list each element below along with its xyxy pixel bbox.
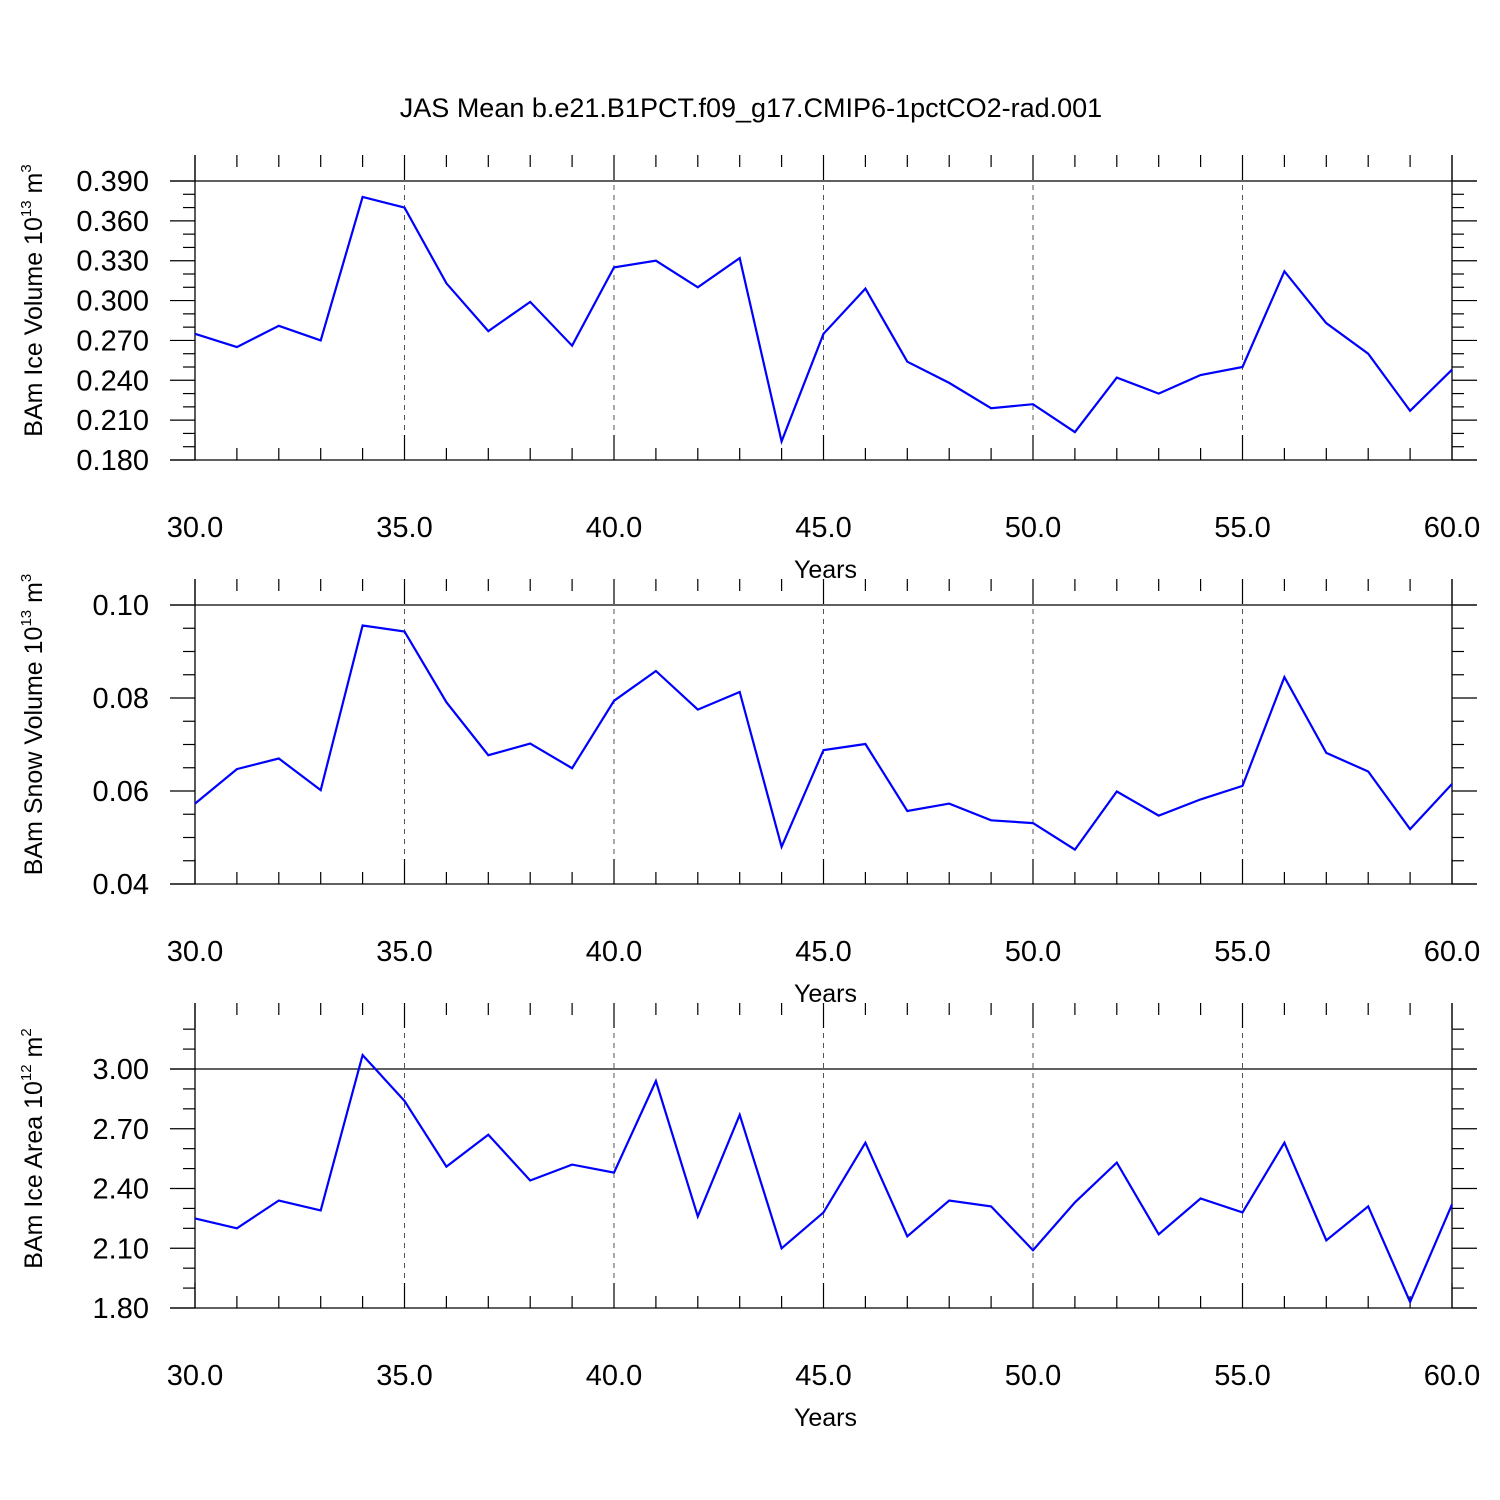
x-tick-label: 30.0	[167, 1360, 223, 1392]
x-tick-label: 60.0	[1424, 936, 1480, 968]
x-tick-label: 60.0	[1424, 1360, 1480, 1392]
x-tick-label: 40.0	[586, 1360, 642, 1392]
x-tick-label: 50.0	[1005, 1360, 1061, 1392]
panels: 0.180 0.210 0.240 0.270 0.300 0.330 0.360 0.390…	[18, 155, 1480, 1432]
y-tick-label: 0.360	[76, 206, 149, 238]
panel-1: 0.180 0.210 0.240 0.270 0.300 0.330 0.360 0.390…	[18, 155, 1480, 584]
y-tick-label: 0.06	[93, 776, 149, 808]
y-tick-label: 1.80	[93, 1293, 149, 1325]
x-tick-label: 40.0	[586, 936, 642, 968]
y-tick-label: 0.10	[93, 590, 149, 622]
y-tick-label: 0.240	[76, 365, 149, 397]
y-tick-label: 0.210	[76, 405, 149, 437]
series-line	[194, 624, 1453, 852]
y-tick-label: 3.00	[93, 1054, 149, 1086]
x-tick-label: 30.0	[167, 936, 223, 968]
x-tick-label: 35.0	[376, 936, 432, 968]
y-tick-label: 0.300	[76, 286, 149, 318]
y-axis-label: BAm Ice Area 1012 m2	[18, 1028, 48, 1268]
series-line	[194, 1052, 1454, 1305]
x-tick-label: 55.0	[1214, 512, 1270, 544]
chart-title: JAS Mean b.e21.B1PCT.f09_g17.CMIP6-1pctC…	[400, 93, 1102, 123]
y-tick-label: 0.180	[76, 445, 149, 477]
x-tick-label: 40.0	[586, 512, 642, 544]
y-tick-label: 2.70	[93, 1114, 149, 1146]
x-tick-label: 50.0	[1005, 936, 1061, 968]
y-tick-label: 0.390	[76, 166, 149, 198]
y-tick-label: 2.10	[93, 1233, 149, 1265]
y-axis-label: BAm Snow Volume 1013 m3	[18, 574, 48, 876]
x-tick-label: 45.0	[795, 1360, 851, 1392]
x-axis-label: Years	[794, 1404, 857, 1432]
panel-2: 0.04 0.06 0.08 0.10 30.0 35.0 40.0 45.0 50.0 55.0…	[18, 574, 1480, 1008]
x-tick-label: 45.0	[795, 936, 851, 968]
y-tick-label: 0.04	[93, 869, 149, 901]
y-tick-label: 0.270	[76, 325, 149, 357]
x-tick-label: 60.0	[1424, 512, 1480, 544]
y-tick-label: 2.40	[93, 1174, 149, 1206]
x-tick-label: 50.0	[1005, 512, 1061, 544]
x-axis-label: Years	[794, 556, 857, 584]
x-tick-label: 35.0	[376, 1360, 432, 1392]
panel-3: 1.80 2.10 2.40 2.70 3.00 30.0 35.0 40.0 45.0 50.0…	[18, 1003, 1480, 1432]
x-tick-label: 55.0	[1214, 1360, 1270, 1392]
y-tick-label: 0.330	[76, 246, 149, 278]
series-line	[194, 195, 1453, 446]
x-axis-label: Years	[794, 980, 857, 1008]
y-axis-label: BAm Ice Volume 1013 m3	[18, 164, 48, 436]
x-tick-label: 30.0	[167, 512, 223, 544]
x-tick-label: 35.0	[376, 512, 432, 544]
x-tick-label: 45.0	[795, 512, 851, 544]
x-tick-label: 55.0	[1214, 936, 1270, 968]
y-tick-label: 0.08	[93, 683, 149, 715]
